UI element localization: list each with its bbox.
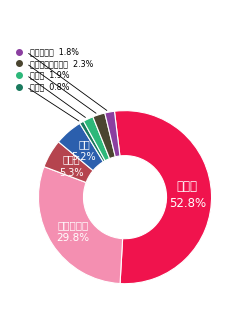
Text: その他
5.3%: その他 5.3% [59, 155, 83, 178]
Wedge shape [84, 117, 110, 161]
Wedge shape [80, 121, 105, 162]
Wedge shape [58, 124, 103, 171]
Text: ガラス破り
29.8%: ガラス破り 29.8% [56, 220, 90, 243]
Text: 無締り
52.8%: 無締り 52.8% [169, 180, 206, 210]
Wedge shape [44, 142, 93, 182]
Text: 不明
5.2%: 不明 5.2% [72, 139, 96, 162]
Wedge shape [38, 167, 123, 284]
Text: ドア錠破り  1.8%: ドア錠破り 1.8% [30, 47, 79, 56]
Wedge shape [105, 111, 120, 157]
Text: その他の施錠開け  2.3%: その他の施錠開け 2.3% [30, 59, 93, 68]
Text: 合カギ  1.9%: 合カギ 1.9% [30, 71, 70, 80]
Wedge shape [93, 113, 115, 159]
Text: 戸外し  0.8%: 戸外し 0.8% [30, 82, 69, 91]
Wedge shape [114, 111, 212, 284]
